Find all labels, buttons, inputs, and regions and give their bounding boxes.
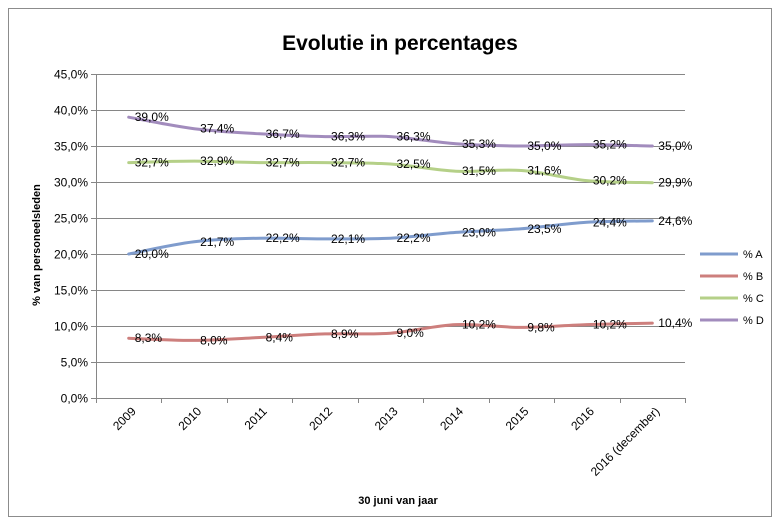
data-label-s2-7: 30,2% xyxy=(593,174,627,188)
data-label-s3-6: 35,0% xyxy=(527,139,561,153)
series-line-3 xyxy=(127,115,654,148)
data-label-s3-1: 37,4% xyxy=(200,122,234,136)
data-label-s2-8: 29,9% xyxy=(658,176,692,190)
data-label-s2-2: 32,7% xyxy=(266,156,300,170)
y-tick-label-7: 35,0% xyxy=(54,140,88,154)
data-labels: 20,0% 21,7% 22,2% 22,1% 22,2% 23,0% 23,5% 24,4%… xyxy=(135,110,693,347)
y-tick-label-0: 0,0% xyxy=(61,392,89,406)
data-label-s0-6: 23,5% xyxy=(527,222,561,236)
data-label-s0-5: 23,0% xyxy=(462,225,496,239)
data-label-s2-0: 32,7% xyxy=(135,156,169,170)
data-label-s0-1: 21,7% xyxy=(200,235,234,249)
y-tick-label-4: 20,0% xyxy=(54,248,88,262)
y-axis-ticks: 0,0% 5,0% 10,0% 15,0% 20,0% 25,0% 30,0% 35,0% 40… xyxy=(54,68,88,406)
data-label-s2-6: 31,6% xyxy=(527,163,561,177)
data-label-s3-0: 39,0% xyxy=(135,110,169,124)
chart-frame xyxy=(8,8,772,517)
data-label-s3-8: 35,0% xyxy=(658,139,692,153)
series-line-0 xyxy=(127,219,654,256)
series-line-1 xyxy=(127,321,654,342)
series-line-2 xyxy=(127,159,654,185)
data-label-s0-0: 20,0% xyxy=(135,247,169,261)
legend-label-1: % B xyxy=(743,271,763,283)
axes xyxy=(91,74,686,403)
data-label-s0-4: 22,2% xyxy=(397,231,431,245)
data-label-s1-1: 8,0% xyxy=(200,333,228,347)
y-axis-title: % van personeelsleden xyxy=(31,184,43,306)
data-label-s2-3: 32,7% xyxy=(331,156,365,170)
data-label-s2-4: 32,5% xyxy=(397,157,431,171)
data-label-s3-2: 36,7% xyxy=(266,127,300,141)
data-label-s1-4: 9,0% xyxy=(397,326,425,340)
data-label-s3-7: 35,2% xyxy=(593,138,627,152)
y-tick-label-9: 45,0% xyxy=(54,68,88,82)
series-lines xyxy=(127,115,654,342)
data-label-s1-7: 10,2% xyxy=(593,318,627,332)
data-label-s3-3: 36,3% xyxy=(331,130,365,144)
legend-label-0: % A xyxy=(743,249,763,261)
data-label-s1-0: 8,3% xyxy=(135,331,163,345)
data-label-s2-5: 31,5% xyxy=(462,164,496,178)
y-tick-label-6: 30,0% xyxy=(54,176,88,190)
data-label-s0-7: 24,4% xyxy=(593,215,627,229)
chart-title: Evolutie in percentages xyxy=(282,32,518,55)
data-label-s1-5: 10,2% xyxy=(462,318,496,332)
x-axis-title: 30 juni van jaar xyxy=(358,495,438,507)
legend-label-2: % C xyxy=(743,293,764,305)
data-label-s2-1: 32,9% xyxy=(200,154,234,168)
data-label-s0-3: 22,1% xyxy=(331,232,365,246)
data-label-s1-6: 9,8% xyxy=(527,320,555,334)
data-label-s3-5: 35,3% xyxy=(462,137,496,151)
data-label-s1-2: 8,4% xyxy=(266,331,294,345)
data-label-s0-8: 24,6% xyxy=(658,214,692,228)
gridlines xyxy=(96,74,685,363)
data-label-s1-8: 10,4% xyxy=(658,316,692,330)
y-tick-label-3: 15,0% xyxy=(54,284,88,298)
y-tick-label-8: 40,0% xyxy=(54,104,88,118)
data-label-s1-3: 8,9% xyxy=(331,327,359,341)
data-label-s0-2: 22,2% xyxy=(266,231,300,245)
y-tick-label-1: 5,0% xyxy=(61,356,89,370)
data-label-s3-4: 36,3% xyxy=(397,130,431,144)
y-tick-label-2: 10,0% xyxy=(54,320,88,334)
legend-label-3: % D xyxy=(743,315,764,327)
y-tick-label-5: 25,0% xyxy=(54,212,88,226)
legend: % A % B % C % D xyxy=(700,249,764,327)
